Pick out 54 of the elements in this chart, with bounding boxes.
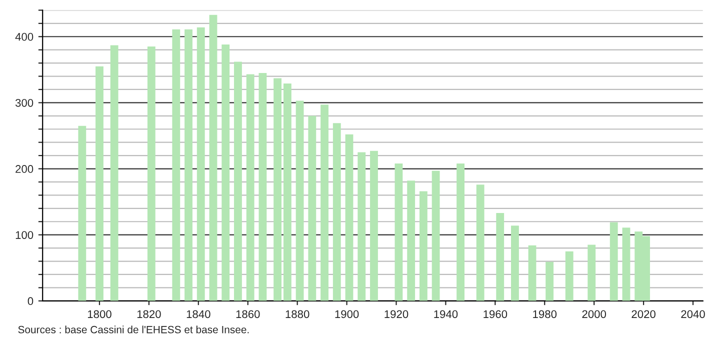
bar xyxy=(345,134,354,301)
y-tick-label: 100 xyxy=(16,231,34,239)
bar xyxy=(496,213,504,301)
bar xyxy=(358,152,366,301)
bar xyxy=(320,104,328,301)
bar xyxy=(394,163,403,301)
y-tick-label: 400 xyxy=(15,32,34,41)
bar xyxy=(407,180,416,301)
bar xyxy=(610,222,618,301)
bar xyxy=(234,62,242,301)
bar xyxy=(510,226,519,301)
bar xyxy=(476,184,484,301)
bar xyxy=(78,126,86,301)
bar xyxy=(96,66,104,301)
bar xyxy=(370,150,378,301)
bar xyxy=(528,245,536,301)
y-tick-label: 300 xyxy=(15,98,34,107)
bar xyxy=(246,74,254,301)
x-tick-label: 1940 xyxy=(434,310,458,318)
bar xyxy=(184,29,192,301)
bar xyxy=(622,228,630,301)
bar xyxy=(332,123,341,301)
bar xyxy=(110,45,118,301)
x-tick-label: 1960 xyxy=(484,310,508,318)
x-tick-label: 1820 xyxy=(137,310,161,318)
bar xyxy=(274,78,282,301)
x-tick-label: 1920 xyxy=(384,310,408,318)
x-tick-label: 1980 xyxy=(533,310,557,318)
bar xyxy=(308,116,316,301)
x-tick-label: 1880 xyxy=(286,310,310,318)
bar xyxy=(283,84,292,301)
x-tick-label: 2000 xyxy=(582,310,606,318)
y-tick-label: 0 xyxy=(28,297,34,306)
x-tick-label: 1900 xyxy=(335,310,359,318)
bar xyxy=(196,27,205,301)
x-tick-label: 1840 xyxy=(186,310,210,318)
bar xyxy=(222,44,230,301)
y-tick-label: 200 xyxy=(16,165,34,173)
bar xyxy=(588,244,596,301)
bar xyxy=(546,262,554,301)
bar xyxy=(258,72,267,301)
bar xyxy=(456,163,464,301)
bar xyxy=(565,251,574,301)
bar xyxy=(209,14,218,301)
bar xyxy=(432,170,440,301)
x-tick-label: 2020 xyxy=(632,310,656,318)
bar xyxy=(296,100,304,301)
source-note: Sources : base Cassini de l'EHESS et base Insee. xyxy=(18,326,249,334)
bar xyxy=(147,46,156,301)
bar xyxy=(419,191,428,301)
bar xyxy=(172,29,180,301)
x-tick-label: 1800 xyxy=(88,310,112,318)
x-tick-label: 1860 xyxy=(236,310,260,318)
x-tick-label: 2040 xyxy=(681,310,705,318)
